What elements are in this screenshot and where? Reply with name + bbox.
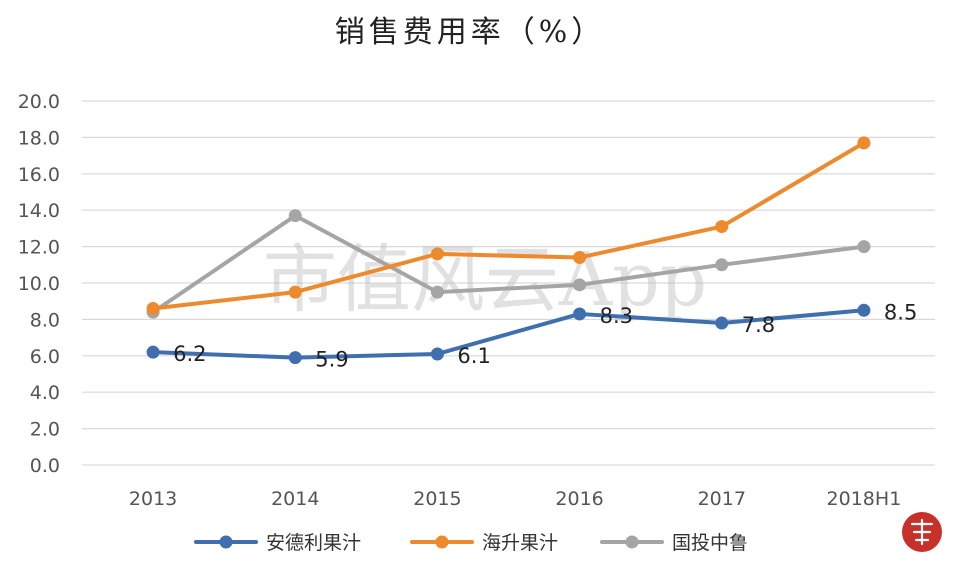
chart-title: 销售费用率（%） <box>335 15 606 50</box>
data-label: 7.8 <box>742 313 775 337</box>
data-point <box>430 285 444 299</box>
data-labels: 6.2 5.9 6.1 8.3 7.8 8.5 <box>173 300 917 371</box>
gridlines <box>82 100 935 466</box>
y-tick-label: 20.0 <box>18 91 60 113</box>
data-point <box>573 278 587 292</box>
legend-swatch-marker <box>435 535 449 549</box>
x-tick-label: 2018H1 <box>827 488 902 510</box>
y-tick-label: 18.0 <box>18 127 60 149</box>
y-tick-label: 4.0 <box>30 382 60 404</box>
data-point <box>715 258 729 272</box>
y-axis: 0.0 2.0 4.0 6.0 8.0 10.0 12.0 14.0 16.0 18.0 20.0 <box>18 91 60 477</box>
data-point <box>146 301 160 315</box>
data-point <box>288 209 302 223</box>
y-tick-label: 6.0 <box>30 346 60 368</box>
series-line <box>151 308 866 360</box>
watermark-text: 市值风云App <box>263 237 707 323</box>
series-line <box>151 213 866 315</box>
y-tick-label: 10.0 <box>18 273 60 295</box>
data-label: 6.1 <box>457 344 490 368</box>
x-tick-label: 2015 <box>413 488 461 510</box>
data-label: 6.2 <box>173 342 206 366</box>
series-line <box>151 140 866 311</box>
data-point <box>288 351 302 365</box>
data-point <box>146 345 160 359</box>
y-tick-label: 16.0 <box>18 164 60 186</box>
x-tick-label: 2014 <box>271 488 319 510</box>
series-lines <box>146 136 871 365</box>
data-label: 5.9 <box>315 348 348 372</box>
x-tick-label: 2013 <box>129 488 177 510</box>
y-tick-label: 2.0 <box>30 419 60 441</box>
x-tick-label: 2016 <box>555 488 603 510</box>
legend-label: 海升果汁 <box>482 532 558 554</box>
y-tick-label: 0.0 <box>30 455 60 477</box>
y-tick-label: 12.0 <box>18 237 60 259</box>
seal-logo <box>902 512 942 552</box>
data-label: 8.5 <box>884 300 917 324</box>
x-axis: 2013 2014 2015 2016 2017 2018H1 <box>129 488 901 510</box>
legend-label: 国投中鲁 <box>672 532 748 554</box>
data-point <box>288 285 302 299</box>
data-point <box>857 240 871 254</box>
legend-swatch-marker <box>219 535 233 549</box>
data-point <box>430 247 444 261</box>
data-point <box>573 307 587 321</box>
y-tick-label: 14.0 <box>18 200 60 222</box>
data-point <box>573 251 587 265</box>
data-point <box>857 303 871 317</box>
data-label: 8.3 <box>600 304 633 328</box>
x-tick-label: 2017 <box>698 488 746 510</box>
legend-swatch-marker <box>625 535 639 549</box>
y-tick-label: 8.0 <box>30 309 60 331</box>
data-point <box>715 220 729 234</box>
data-point <box>430 347 444 361</box>
data-point <box>857 136 871 150</box>
data-point <box>715 316 729 330</box>
legend: 安德利果汁 海升果汁 国投中鲁 <box>194 532 748 554</box>
legend-label: 安德利果汁 <box>266 532 361 554</box>
